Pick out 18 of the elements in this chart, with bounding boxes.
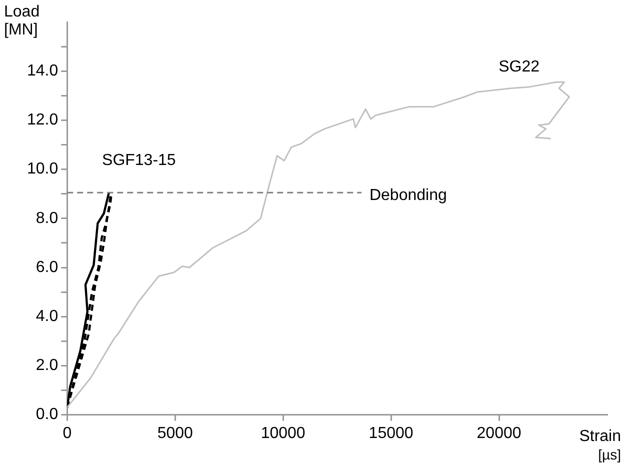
x-tick-label: 5000 (157, 424, 194, 442)
y-tick-label: 0.0 (36, 406, 58, 424)
y-tick-label: 2.0 (36, 357, 58, 374)
y-tick-label: 12.0 (27, 112, 58, 129)
y-tick-label: 4.0 (36, 308, 58, 326)
series-label: SGF13-15 (102, 152, 176, 170)
y-tick-label: 8.0 (36, 210, 58, 227)
x-tick-label: 20000 (476, 424, 522, 442)
y-tick-label: 14.0 (27, 62, 58, 80)
x-tick-label: 0 (62, 424, 72, 442)
x-axis-title: Strain [µs] (579, 428, 621, 463)
y-tick-label: 6.0 (36, 258, 58, 276)
x-tick-label: 10000 (260, 424, 306, 442)
y-axis-title: Load [MN] (4, 3, 40, 38)
x-tick-label: 15000 (368, 424, 414, 442)
series-label: SG22 (498, 58, 540, 76)
y-tick-label: 10.0 (27, 160, 58, 178)
ref-line-label: Debonding (369, 187, 447, 204)
